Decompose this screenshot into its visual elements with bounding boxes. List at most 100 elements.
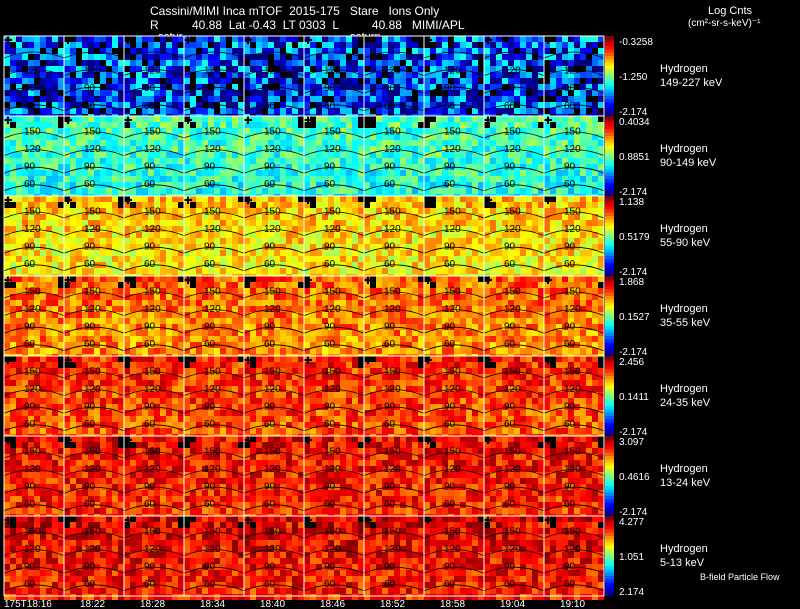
heat-cell <box>448 78 454 84</box>
heat-cell <box>460 256 466 262</box>
contour-label: 150 <box>504 206 521 217</box>
heat-cell <box>460 250 466 256</box>
heat-cell <box>574 214 580 220</box>
heat-cell <box>460 140 466 146</box>
heat-cell <box>136 42 142 48</box>
contour-arc <box>183 166 245 174</box>
heat-cell <box>592 294 598 300</box>
heat-cell <box>310 140 316 146</box>
contour-label: 150 <box>264 126 281 137</box>
heat-cell <box>430 188 436 194</box>
heat-cell <box>292 238 298 244</box>
heat-cell <box>484 146 490 152</box>
heat-cell <box>442 78 448 84</box>
heat-cell <box>352 54 358 60</box>
heat-cell <box>376 232 382 238</box>
heat-cell <box>478 140 484 146</box>
heat-cell <box>466 164 472 170</box>
heat-cell <box>16 208 22 214</box>
heat-cell <box>418 196 424 202</box>
heat-cell <box>598 262 604 268</box>
heat-cell <box>370 36 376 42</box>
heat-cell <box>508 208 514 214</box>
heat-cell <box>334 232 340 238</box>
heat-cell <box>52 96 58 102</box>
heat-cell <box>76 42 82 48</box>
heat-cell <box>34 170 40 176</box>
heat-cell <box>82 140 88 146</box>
heat-cell <box>208 48 214 54</box>
heat-cell <box>406 146 412 152</box>
heat-cell <box>46 84 52 90</box>
heat-cell <box>82 116 88 122</box>
heat-cell <box>262 170 268 176</box>
heat-cell <box>304 188 310 194</box>
heat-cell <box>166 288 172 294</box>
heat-cell <box>568 276 574 282</box>
heat-cell <box>538 140 544 146</box>
heat-cell <box>400 108 406 114</box>
contour-arc <box>243 184 305 192</box>
heat-cell <box>478 232 484 238</box>
heat-cell <box>256 116 262 122</box>
heat-cell <box>346 152 352 158</box>
heat-cell <box>256 60 262 66</box>
heat-cell <box>154 78 160 84</box>
heat-cell <box>250 152 256 158</box>
heat-cell <box>454 36 460 42</box>
heat-cell <box>100 146 106 152</box>
heat-cell <box>592 164 598 170</box>
heat-cell <box>382 288 388 294</box>
heat-cell <box>250 256 256 262</box>
heat-cell <box>70 294 76 300</box>
heat-cell <box>544 170 550 176</box>
heat-cell <box>568 288 574 294</box>
heat-cell <box>136 268 142 274</box>
heat-cell <box>514 96 520 102</box>
heat-cell <box>262 78 268 84</box>
heat-cell <box>514 268 520 274</box>
heat-cell <box>364 250 370 256</box>
heat-cell <box>190 90 196 96</box>
contour-arc <box>243 104 305 112</box>
heat-cell <box>352 182 358 188</box>
colorbar-segment <box>605 246 614 250</box>
heat-cell <box>226 214 232 220</box>
heat-cell <box>184 42 190 48</box>
heat-cell <box>16 226 22 232</box>
heat-cell <box>556 232 562 238</box>
heat-cell <box>88 122 94 128</box>
heat-cell <box>64 90 70 96</box>
heat-cell <box>460 134 466 140</box>
heat-cell <box>400 176 406 182</box>
heat-cell <box>184 96 190 102</box>
heat-cell <box>70 262 76 268</box>
heat-cell <box>58 164 64 170</box>
heat-cell <box>16 276 22 282</box>
heat-cell <box>52 226 58 232</box>
contour-arc <box>423 264 485 272</box>
heat-cell <box>358 146 364 152</box>
heat-cell <box>136 182 142 188</box>
heat-cell <box>556 276 562 282</box>
heat-cell <box>556 122 562 128</box>
heat-cell <box>412 214 418 220</box>
heat-cell <box>580 48 586 54</box>
heat-cell <box>406 170 412 176</box>
heat-cell <box>538 164 544 170</box>
contour-arc <box>423 131 485 139</box>
heat-cell <box>52 176 58 182</box>
heat-cell <box>52 232 58 238</box>
heat-cell <box>148 250 154 256</box>
heat-cell <box>172 152 178 158</box>
heat-cell <box>586 36 592 42</box>
heat-cell <box>154 226 160 232</box>
heat-cell <box>88 170 94 176</box>
heat-cell <box>16 158 22 164</box>
heat-cell <box>232 116 238 122</box>
heat-cell <box>292 226 298 232</box>
heat-cell <box>586 196 592 202</box>
heat-cell <box>412 108 418 114</box>
heat-cell <box>460 78 466 84</box>
contour-label: 120 <box>444 224 461 235</box>
